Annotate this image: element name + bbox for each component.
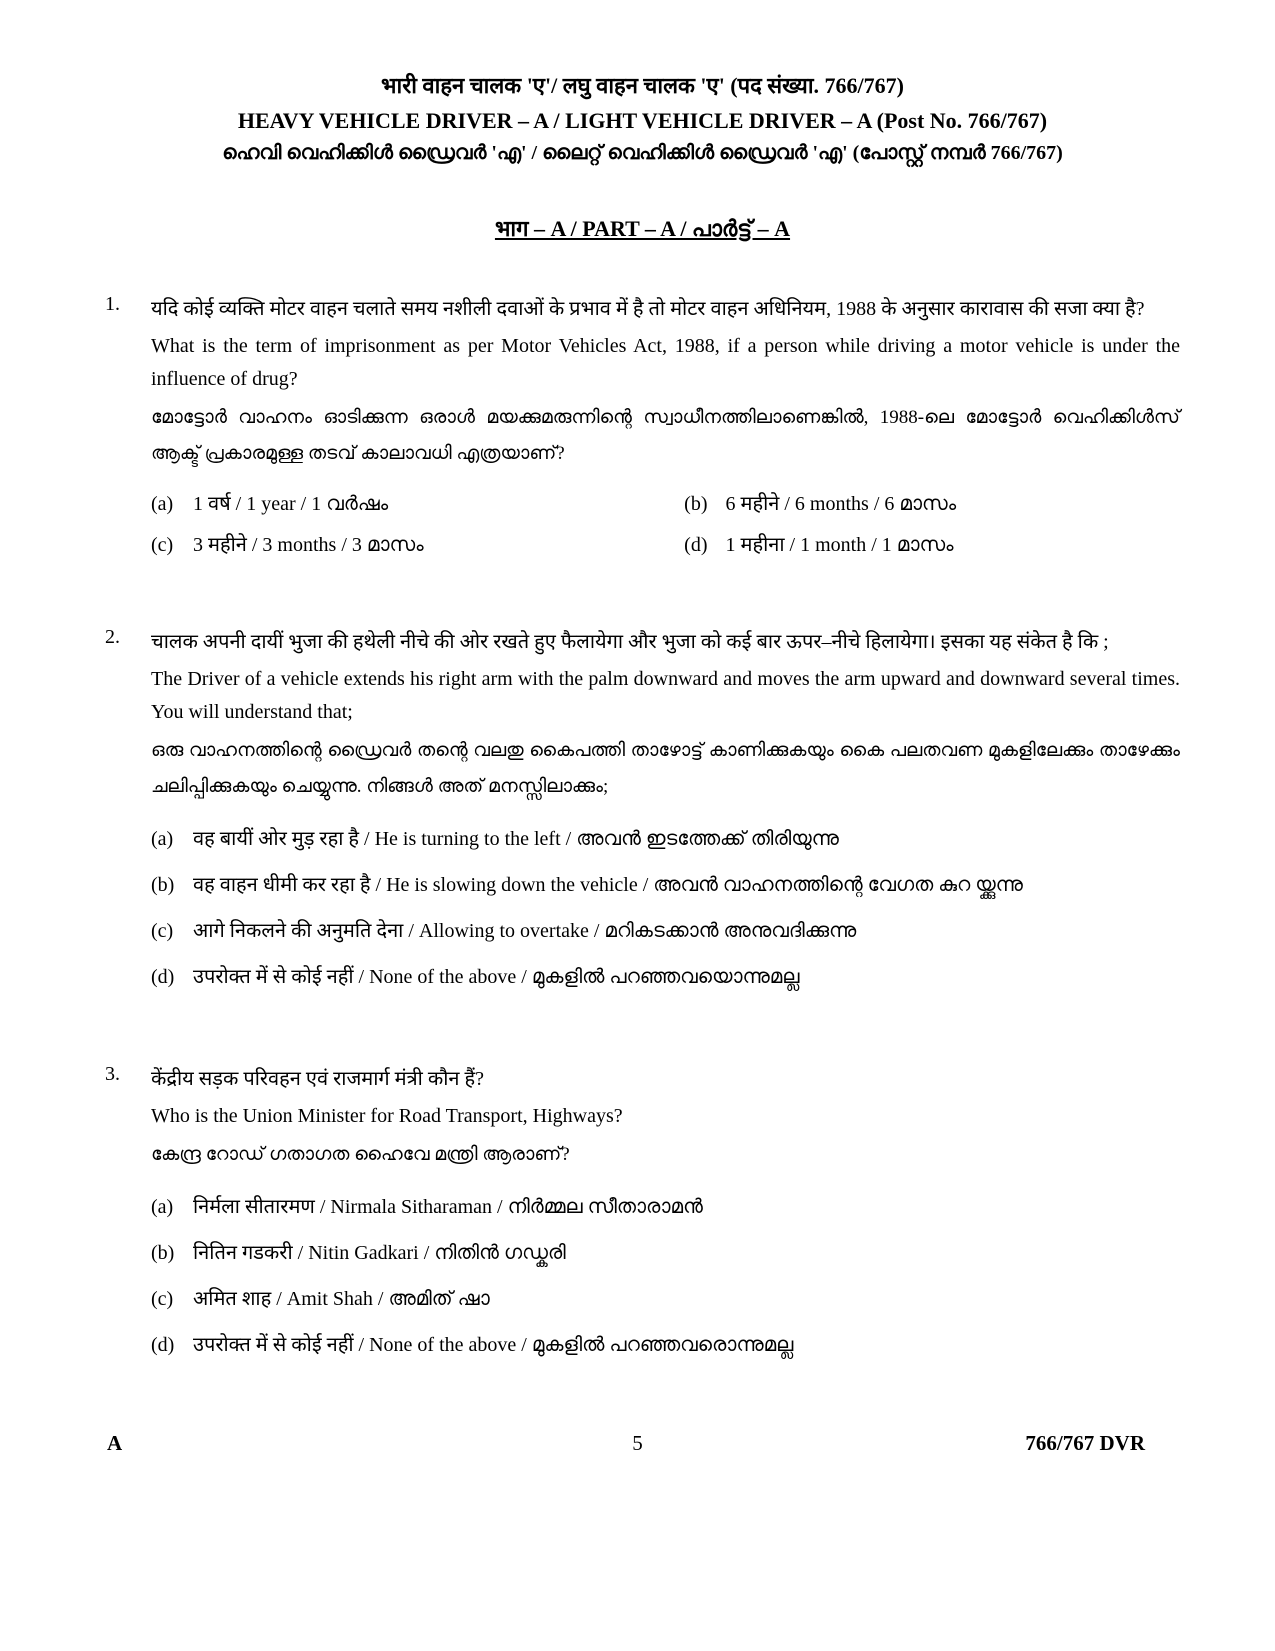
option-text: 3 महीने / 3 months / 3 മാസം xyxy=(193,529,666,562)
question-text-hindi: चालक अपनी दायीं भुजा की हथेली नीचे की ओर… xyxy=(151,626,1180,659)
option-text: 1 वर्ष / 1 year / 1 വർഷം xyxy=(193,488,666,521)
option-label: (a) xyxy=(151,488,193,521)
title-hindi: भारी वाहन चालक 'ए'/ लघु वाहन चालक 'ए' (प… xyxy=(105,70,1180,100)
option-label: (c) xyxy=(151,915,193,947)
option-text: वह वाहन धीमी कर रहा है / He is slowing d… xyxy=(193,869,1180,901)
option-text: उपरोक्त में से कोई नहीं / None of the ab… xyxy=(193,1329,1180,1361)
option-d: (d) उपरोक्त में से कोई नहीं / None of th… xyxy=(151,1329,1180,1361)
question-1: 1. यदि कोई व्यक्ति मोटर वाहन चलाते समय न… xyxy=(105,293,1180,570)
options-list: (a) निर्मला सीतारमण / Nirmala Sitharaman… xyxy=(151,1191,1180,1361)
option-text: आगे निकलने की अनुमति देना / Allowing to … xyxy=(193,915,1180,947)
footer-right: 766/767 DVR xyxy=(1025,1431,1145,1456)
question-text-english: Who is the Union Minister for Road Trans… xyxy=(151,1100,1180,1133)
question-number: 3. xyxy=(105,1063,151,1375)
option-a: (a) निर्मला सीतारमण / Nirmala Sitharaman… xyxy=(151,1191,1180,1223)
footer-page-number: 5 xyxy=(632,1431,643,1456)
option-text: उपरोक्त में से कोई नहीं / None of the ab… xyxy=(193,961,1180,993)
option-a: (a) 1 वर्ष / 1 year / 1 വർഷം xyxy=(151,488,666,521)
question-2: 2. चालक अपनी दायीं भुजा की हथेली नीचे की… xyxy=(105,626,1180,1007)
option-d: (d) उपरोक्त में से कोई नहीं / None of th… xyxy=(151,961,1180,993)
option-text: 6 महीने / 6 months / 6 മാസം xyxy=(726,488,1181,521)
option-label: (c) xyxy=(151,529,193,562)
question-text-malayalam: മോട്ടോർ വാഹനം ഓടിക്കുന്ന ഒരാൾ മയക്കുമരുന… xyxy=(151,400,1180,472)
question-text-hindi: यदि कोई व्यक्ति मोटर वाहन चलाते समय नशील… xyxy=(151,293,1180,326)
question-text-english: The Driver of a vehicle extends his righ… xyxy=(151,663,1180,729)
option-a: (a) वह बायीं ओर मुड़ रहा है / He is turn… xyxy=(151,823,1180,855)
option-text: नितिन गडकरी / Nitin Gadkari / നിതിൻ ഗഡ്ക… xyxy=(193,1237,1180,1269)
option-label: (c) xyxy=(151,1283,193,1315)
option-label: (b) xyxy=(666,488,726,521)
option-label: (d) xyxy=(151,1329,193,1361)
page-footer: A 5 766/767 DVR xyxy=(105,1431,1180,1456)
option-text: अमित शाह / Amit Shah / അമിത് ഷാ xyxy=(193,1283,1180,1315)
options-grid: (a) 1 वर्ष / 1 year / 1 വർഷം (b) 6 महीने… xyxy=(151,488,1180,562)
option-c: (c) आगे निकलने की अनुमति देना / Allowing… xyxy=(151,915,1180,947)
question-body: यदि कोई व्यक्ति मोटर वाहन चलाते समय नशील… xyxy=(151,293,1180,570)
option-b: (b) 6 महीने / 6 months / 6 മാസം xyxy=(666,488,1181,521)
option-d: (d) 1 महीना / 1 month / 1 മാസം xyxy=(666,529,1181,562)
option-c: (c) 3 महीने / 3 months / 3 മാസം xyxy=(151,529,666,562)
question-body: केंद्रीय सड़क परिवहन एवं राजमार्ग मंत्री… xyxy=(151,1063,1180,1375)
option-text: 1 महीना / 1 month / 1 മാസം xyxy=(726,529,1181,562)
question-3: 3. केंद्रीय सड़क परिवहन एवं राजमार्ग मंत… xyxy=(105,1063,1180,1375)
title-english: HEAVY VEHICLE DRIVER – A / LIGHT VEHICLE… xyxy=(105,108,1180,134)
document-header: भारी वाहन चालक 'ए'/ लघु वाहन चालक 'ए' (प… xyxy=(105,70,1180,165)
question-number: 1. xyxy=(105,293,151,570)
option-label: (b) xyxy=(151,1237,193,1269)
option-b: (b) नितिन गडकरी / Nitin Gadkari / നിതിൻ … xyxy=(151,1237,1180,1269)
option-text: निर्मला सीतारमण / Nirmala Sitharaman / ന… xyxy=(193,1191,1180,1223)
option-c: (c) अमित शाह / Amit Shah / അമിത് ഷാ xyxy=(151,1283,1180,1315)
title-malayalam: ഹെവി വെഹിക്കിൾ ഡ്രൈവർ 'എ' / ലൈറ്റ് വെഹിക… xyxy=(105,142,1180,165)
question-text-hindi: केंद्रीय सड़क परिवहन एवं राजमार्ग मंत्री… xyxy=(151,1063,1180,1096)
option-label: (a) xyxy=(151,823,193,855)
option-label: (a) xyxy=(151,1191,193,1223)
option-label: (d) xyxy=(666,529,726,562)
question-text-malayalam: ഒരു വാഹനത്തിന്റെ ഡ്രൈവർ തന്റെ വലതു കൈപത്… xyxy=(151,733,1180,805)
footer-left: A xyxy=(107,1431,122,1456)
question-body: चालक अपनी दायीं भुजा की हथेली नीचे की ओर… xyxy=(151,626,1180,1007)
option-label: (d) xyxy=(151,961,193,993)
question-text-malayalam: കേന്ദ്ര റോഡ് ഗതാഗത ഹൈവേ മന്ത്രി ആരാണ്? xyxy=(151,1137,1180,1173)
option-text: वह बायीं ओर मुड़ रहा है / He is turning … xyxy=(193,823,1180,855)
option-b: (b) वह वाहन धीमी कर रहा है / He is slowi… xyxy=(151,869,1180,901)
option-label: (b) xyxy=(151,869,193,901)
part-heading: भाग – A / PART – A / പാർട്ട് – A xyxy=(105,213,1180,243)
question-number: 2. xyxy=(105,626,151,1007)
options-list: (a) वह बायीं ओर मुड़ रहा है / He is turn… xyxy=(151,823,1180,993)
question-text-english: What is the term of imprisonment as per … xyxy=(151,330,1180,396)
